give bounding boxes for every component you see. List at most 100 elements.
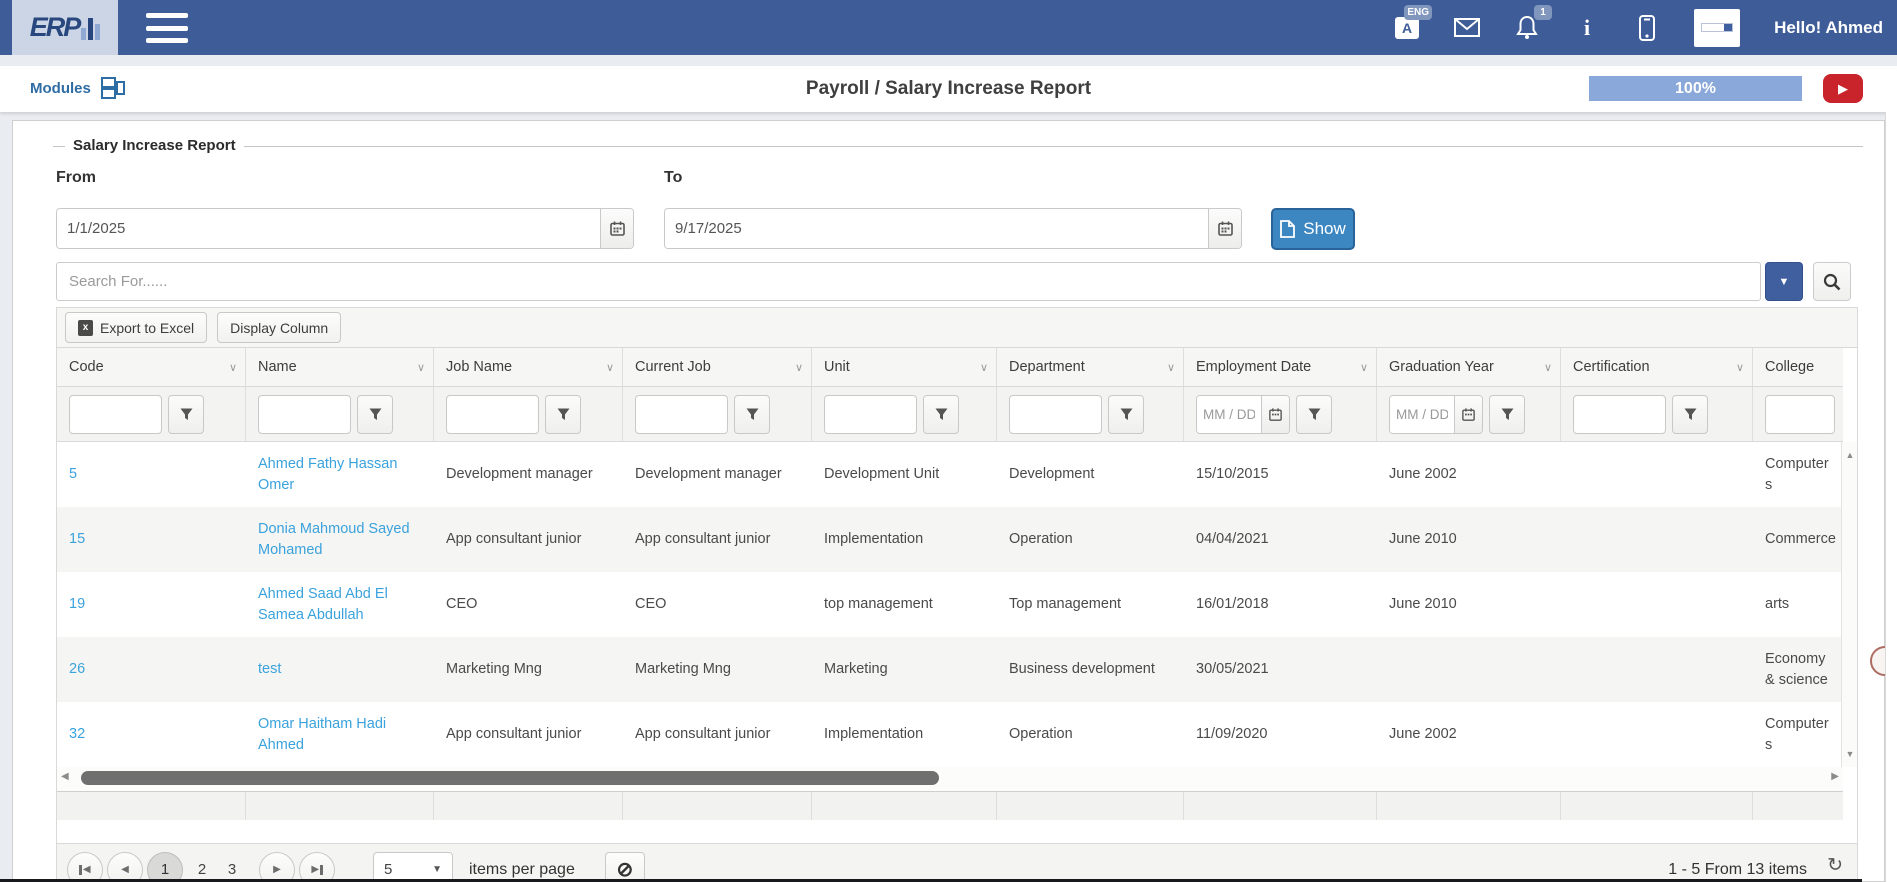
display-column-button[interactable]: Display Column: [217, 312, 342, 343]
table-row[interactable]: 26 test Marketing Mng Marketing Mng Mark…: [57, 637, 1843, 702]
column-header-employment-date[interactable]: Employment Date ∨: [1184, 348, 1377, 386]
app-logo[interactable]: ERP: [12, 0, 118, 55]
video-play-button[interactable]: ▶: [1823, 74, 1863, 103]
chevron-down-icon[interactable]: ∨: [605, 361, 614, 374]
from-calendar-icon[interactable]: [600, 209, 633, 248]
first-page-button[interactable]: ◀: [67, 851, 103, 882]
chevron-down-icon[interactable]: ∨: [1543, 361, 1552, 374]
filter-button-employment-date[interactable]: [1296, 394, 1332, 434]
filter-input-current-job[interactable]: [635, 394, 728, 434]
funnel-icon: [1308, 408, 1320, 420]
filter-date-input-employment[interactable]: [1197, 395, 1261, 433]
scroll-right-icon[interactable]: ▶: [1831, 771, 1839, 782]
show-button[interactable]: Show: [1271, 208, 1355, 250]
filter-button-unit[interactable]: [923, 394, 959, 434]
export-to-excel-button[interactable]: x Export to Excel: [65, 312, 208, 343]
name-link[interactable]: test: [258, 661, 282, 677]
filter-button-certification[interactable]: [1672, 394, 1708, 434]
to-date-field: [664, 208, 1242, 249]
modules-link[interactable]: Modules: [30, 77, 125, 99]
modules-label: Modules: [30, 79, 91, 97]
scroll-left-icon[interactable]: ◀: [61, 771, 69, 782]
table-row[interactable]: 32 Omar Haitham Hadi Ahmed App consultan…: [57, 702, 1843, 767]
table-row[interactable]: 19 Ahmed Saad Abd El Samea Abdullah CEO …: [57, 572, 1843, 637]
filter-input-unit[interactable]: [824, 394, 917, 434]
table-row[interactable]: 5 Ahmed Fathy Hassan Omer Development ma…: [57, 442, 1843, 507]
refresh-icon[interactable]: ↻: [1827, 855, 1843, 876]
info-icon[interactable]: i: [1584, 14, 1591, 40]
code-link[interactable]: 32: [69, 726, 86, 742]
name-link[interactable]: Omar Haitham Hadi Ahmed: [258, 715, 387, 753]
page-button-3[interactable]: 3: [227, 861, 237, 878]
language-icon[interactable]: A ENG: [1394, 4, 1433, 41]
code-link[interactable]: 5: [69, 466, 78, 482]
avatar[interactable]: [1694, 8, 1741, 47]
scroll-up-icon[interactable]: ▲: [1845, 450, 1855, 460]
code-link[interactable]: 15: [69, 531, 86, 547]
notifications-bell-icon[interactable]: 1: [1514, 4, 1553, 41]
code-link[interactable]: 26: [69, 661, 86, 677]
filter-button-current-job[interactable]: [734, 394, 770, 434]
chevron-down-icon[interactable]: ∨: [1359, 361, 1368, 374]
filter-button-name[interactable]: [357, 394, 393, 434]
filter-input-code[interactable]: [69, 394, 162, 434]
column-header-current-job[interactable]: Current Job ∨: [623, 348, 812, 386]
funnel-icon: [1120, 408, 1132, 420]
chevron-down-icon[interactable]: ∨: [1166, 361, 1175, 374]
scroll-down-icon[interactable]: ▼: [1845, 749, 1855, 759]
last-page-button[interactable]: ▶: [299, 851, 335, 882]
calendar-icon[interactable]: [1261, 395, 1289, 433]
column-header-name[interactable]: Name ∨: [246, 348, 434, 386]
search-input[interactable]: [56, 262, 1761, 301]
calendar-icon[interactable]: [1454, 395, 1482, 433]
filter-input-college[interactable]: [1765, 394, 1835, 434]
filter-input-job-name[interactable]: [446, 394, 539, 434]
vertical-scrollbar[interactable]: ▲ ▼: [1841, 442, 1857, 767]
filter-date-input-graduation[interactable]: [1390, 395, 1454, 433]
chevron-down-icon[interactable]: ∨: [1735, 361, 1744, 374]
name-link[interactable]: Donia Mahmoud Sayed Mohamed: [258, 520, 410, 558]
triangle-left-icon: ◀: [82, 864, 91, 875]
mail-icon[interactable]: [1454, 15, 1481, 41]
filter-button-code[interactable]: [168, 394, 204, 434]
column-header-unit[interactable]: Unit ∨: [812, 348, 997, 386]
filter-button-graduation-year[interactable]: [1489, 394, 1525, 434]
search-button[interactable]: [1813, 262, 1851, 301]
page-size-select[interactable]: 5 ▼: [373, 851, 453, 882]
page-button-2[interactable]: 2: [197, 861, 207, 878]
column-header-job-name[interactable]: Job Name ∨: [434, 348, 623, 386]
cancel-changes-button[interactable]: ⊘: [604, 851, 645, 882]
to-date-input[interactable]: [665, 209, 1208, 248]
chevron-down-icon[interactable]: ∨: [979, 361, 988, 374]
name-link[interactable]: Ahmed Fathy Hassan Omer: [258, 455, 398, 493]
page-scrollbar-track[interactable]: [1885, 112, 1897, 882]
page-button-1[interactable]: 1: [147, 851, 183, 882]
chevron-down-icon[interactable]: ∨: [416, 361, 425, 374]
to-calendar-icon[interactable]: [1208, 209, 1241, 248]
filter-input-certification[interactable]: [1573, 394, 1666, 434]
column-header-graduation-year[interactable]: Graduation Year ∨: [1377, 348, 1561, 386]
from-date-input[interactable]: [57, 209, 600, 248]
previous-page-button[interactable]: ◀: [107, 851, 143, 882]
code-link[interactable]: 19: [69, 596, 86, 612]
avatar-logo: [1701, 23, 1734, 32]
horizontal-scrollbar[interactable]: ◀ ▶: [57, 767, 1843, 791]
next-page-button[interactable]: ▶: [259, 851, 295, 882]
column-header-certification[interactable]: Certification ∨: [1561, 348, 1753, 386]
filter-input-department[interactable]: [1009, 394, 1102, 434]
column-header-code[interactable]: Code ∨: [57, 348, 246, 386]
horizontal-scrollbar-thumb[interactable]: [81, 771, 939, 785]
filter-input-name[interactable]: [258, 394, 351, 434]
mobile-icon[interactable]: [1634, 14, 1660, 41]
filter-button-department[interactable]: [1108, 394, 1144, 434]
chevron-down-icon[interactable]: ∨: [794, 361, 803, 374]
search-options-dropdown[interactable]: ▼: [1765, 262, 1803, 301]
name-link[interactable]: Ahmed Saad Abd El Samea Abdullah: [258, 585, 388, 623]
column-header-college[interactable]: College: [1765, 359, 1815, 375]
play-icon: ▶: [1838, 80, 1848, 96]
table-row[interactable]: 15 Donia Mahmoud Sayed Mohamed App consu…: [57, 507, 1843, 572]
column-header-department[interactable]: Department ∨: [997, 348, 1184, 386]
filter-button-job-name[interactable]: [545, 394, 581, 434]
hamburger-menu-icon[interactable]: [146, 13, 188, 43]
chevron-down-icon[interactable]: ∨: [228, 361, 237, 374]
